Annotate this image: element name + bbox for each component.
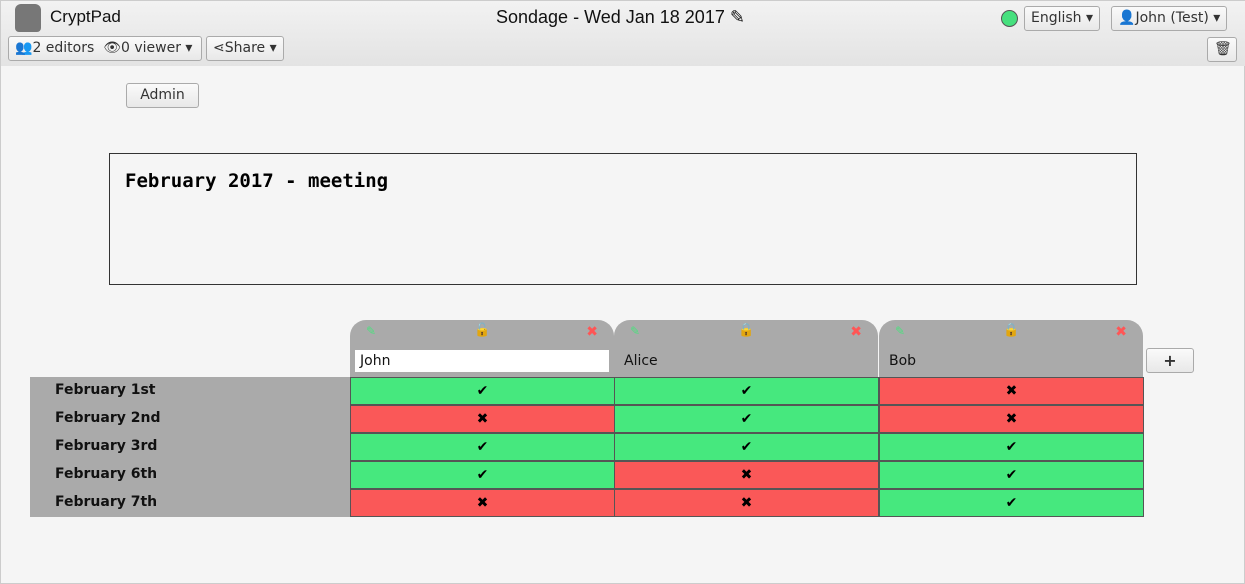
vote-cell[interactable]: ✖	[614, 461, 879, 489]
vote-cell[interactable]: ✔	[879, 489, 1144, 517]
users-icon: 👥	[15, 40, 33, 56]
lock-icon[interactable]: 🔒	[1003, 323, 1020, 338]
remove-column-icon[interactable]: ✖	[850, 324, 862, 340]
trash-icon: 🗑	[1214, 41, 1232, 57]
vote-cell[interactable]: ✖	[350, 405, 615, 433]
vote-cell[interactable]: ✔	[614, 405, 879, 433]
poll-row-label: February 6th	[30, 461, 350, 489]
language-label: English	[1031, 10, 1082, 26]
share-icon: ⋖	[213, 40, 225, 56]
trash-button[interactable]: 🗑	[1207, 37, 1237, 62]
column-name-input[interactable]: John	[355, 350, 609, 372]
eye-icon: 👁	[103, 40, 121, 56]
vote-cell[interactable]: ✔	[879, 461, 1144, 489]
vote-cell[interactable]: ✖	[879, 405, 1144, 433]
user-menu-button[interactable]: 👤John (Test) ▾	[1111, 6, 1228, 31]
add-column-button[interactable]: +	[1146, 348, 1194, 373]
edit-icon[interactable]: ✎	[366, 324, 377, 338]
vote-cell[interactable]: ✔	[350, 433, 615, 461]
edit-icon[interactable]: ✎	[630, 324, 641, 338]
app-name: CryptPad	[50, 7, 121, 26]
poll-row-label: February 1st	[30, 377, 350, 405]
users-button[interactable]: 👥2 editors 👁0 viewer ▾	[8, 36, 202, 61]
remove-column-icon[interactable]: ✖	[586, 324, 598, 340]
share-button[interactable]: ⋖Share ▾	[206, 36, 284, 61]
vote-cell[interactable]: ✖	[614, 489, 879, 517]
remove-column-icon[interactable]: ✖	[1115, 324, 1127, 340]
share-label: Share	[224, 40, 266, 56]
edit-icon[interactable]: ✎	[895, 324, 906, 338]
vote-cell[interactable]: ✖	[350, 489, 615, 517]
vote-cell[interactable]: ✔	[350, 461, 615, 489]
poll-column-header: ✎ 🔓 ✖ John	[350, 320, 614, 377]
vote-cell[interactable]: ✖	[879, 377, 1144, 405]
poll-column-header: ✎ 🔒 ✖ Alice	[614, 320, 878, 377]
poll-row-label: February 7th	[30, 489, 350, 517]
editors-count: 2 editors	[32, 40, 95, 56]
column-name: Alice	[624, 353, 658, 369]
vote-cell[interactable]: ✔	[614, 433, 879, 461]
viewers-count: 0 viewer	[120, 40, 181, 56]
vote-cell[interactable]: ✔	[614, 377, 879, 405]
cryptpad-logo-icon	[15, 4, 41, 32]
poll-row-label: February 2nd	[30, 405, 350, 433]
unlock-icon[interactable]: 🔓	[474, 323, 491, 338]
caret-down-icon: ▾	[1213, 10, 1221, 26]
pad-title-text: Sondage - Wed Jan 18 2017	[496, 7, 725, 27]
user-icon: 👤	[1118, 10, 1136, 26]
pad-title[interactable]: Sondage - Wed Jan 18 2017 ✎	[496, 7, 745, 28]
lock-icon[interactable]: 🔒	[738, 323, 755, 338]
language-select[interactable]: English ▾	[1024, 6, 1101, 31]
admin-button[interactable]: Admin	[126, 83, 199, 108]
pencil-icon[interactable]: ✎	[729, 7, 745, 27]
caret-down-icon: ▾	[269, 40, 277, 56]
toolbar: CryptPad Sondage - Wed Jan 18 2017 ✎ 👥2 …	[1, 1, 1245, 66]
poll-row-label: February 3rd	[30, 433, 350, 461]
poll-description[interactable]: February 2017 - meeting	[109, 153, 1137, 285]
vote-cell[interactable]: ✔	[350, 377, 615, 405]
connection-status-indicator	[1001, 10, 1018, 27]
vote-cell[interactable]: ✔	[879, 433, 1144, 461]
caret-down-icon: ▾	[185, 40, 193, 56]
user-label: John (Test)	[1135, 10, 1209, 26]
column-name: Bob	[889, 353, 917, 369]
caret-down-icon: ▾	[1086, 10, 1094, 26]
poll-column-header: ✎ 🔒 ✖ Bob	[879, 320, 1143, 377]
